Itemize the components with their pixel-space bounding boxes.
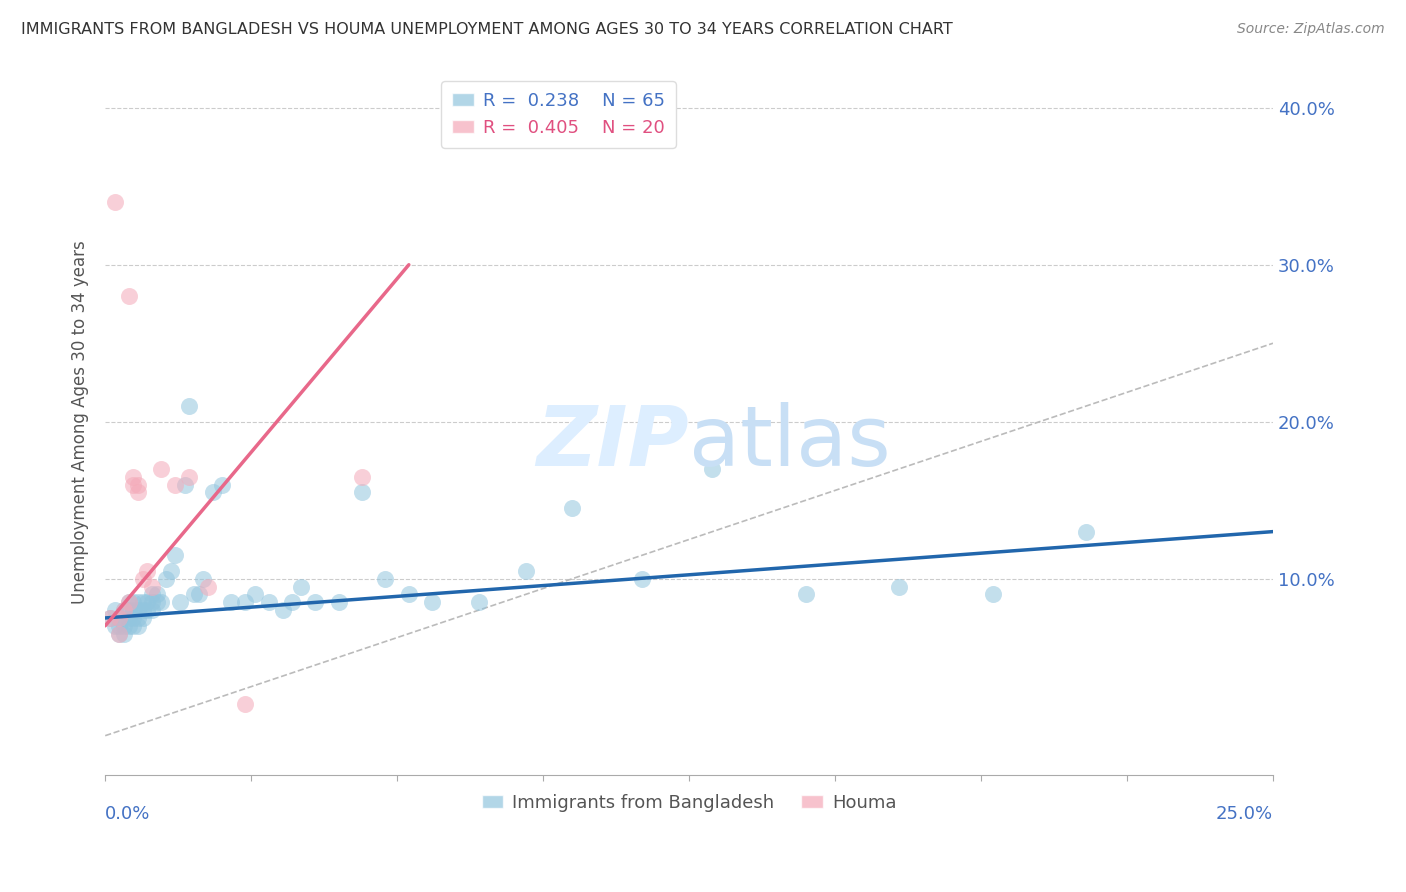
Point <box>211 477 233 491</box>
Point <box>173 477 195 491</box>
Point <box>145 587 167 601</box>
Point <box>702 462 724 476</box>
Point <box>112 626 135 640</box>
Point <box>352 469 374 483</box>
Point <box>561 501 583 516</box>
Point <box>127 485 149 500</box>
Point <box>141 603 163 617</box>
Point <box>183 587 205 601</box>
Y-axis label: Unemployment Among Ages 30 to 34 years: Unemployment Among Ages 30 to 34 years <box>72 240 89 604</box>
Point <box>374 572 396 586</box>
Point <box>290 580 312 594</box>
Point <box>398 587 420 601</box>
Point <box>112 603 135 617</box>
Point <box>122 603 145 617</box>
Point <box>155 572 177 586</box>
Point <box>136 603 159 617</box>
Point <box>117 595 139 609</box>
Point <box>122 619 145 633</box>
Point <box>117 595 139 609</box>
Point <box>515 564 537 578</box>
Point <box>420 595 443 609</box>
Point <box>201 485 224 500</box>
Point <box>1076 524 1098 539</box>
Point <box>136 595 159 609</box>
Point <box>108 626 131 640</box>
Point <box>141 595 163 609</box>
Point <box>304 595 326 609</box>
Point <box>141 580 163 594</box>
Point <box>352 485 374 500</box>
Point <box>136 564 159 578</box>
Point <box>122 477 145 491</box>
Point <box>179 399 201 413</box>
Text: IMMIGRANTS FROM BANGLADESH VS HOUMA UNEMPLOYMENT AMONG AGES 30 TO 34 YEARS CORRE: IMMIGRANTS FROM BANGLADESH VS HOUMA UNEM… <box>21 22 953 37</box>
Point <box>108 611 131 625</box>
Text: Source: ZipAtlas.com: Source: ZipAtlas.com <box>1237 22 1385 37</box>
Point <box>127 595 149 609</box>
Point <box>169 595 191 609</box>
Point <box>112 603 135 617</box>
Point <box>131 611 153 625</box>
Point <box>165 477 187 491</box>
Point <box>328 595 350 609</box>
Point <box>98 611 121 625</box>
Point <box>281 595 304 609</box>
Point <box>631 572 654 586</box>
Point <box>103 194 125 209</box>
Point <box>794 587 817 601</box>
Point <box>131 572 153 586</box>
Text: 0.0%: 0.0% <box>105 805 150 823</box>
Point <box>127 611 149 625</box>
Point <box>108 626 131 640</box>
Point <box>150 595 173 609</box>
Point <box>103 619 125 633</box>
Point <box>257 595 280 609</box>
Point <box>243 587 266 601</box>
Point <box>127 603 149 617</box>
Point <box>468 595 491 609</box>
Point <box>117 603 139 617</box>
Point <box>131 595 153 609</box>
Text: 25.0%: 25.0% <box>1216 805 1272 823</box>
Text: atlas: atlas <box>689 402 891 483</box>
Point <box>271 603 294 617</box>
Point <box>193 572 215 586</box>
Point <box>103 603 125 617</box>
Point <box>122 595 145 609</box>
Point <box>117 611 139 625</box>
Point <box>117 619 139 633</box>
Point <box>145 595 167 609</box>
Point <box>187 587 209 601</box>
Legend: Immigrants from Bangladesh, Houma: Immigrants from Bangladesh, Houma <box>474 787 904 819</box>
Point <box>127 477 149 491</box>
Point <box>131 603 153 617</box>
Point <box>108 619 131 633</box>
Point <box>221 595 243 609</box>
Point <box>122 611 145 625</box>
Text: ZIP: ZIP <box>537 402 689 483</box>
Point <box>150 462 173 476</box>
Point <box>108 611 131 625</box>
Point <box>159 564 181 578</box>
Point <box>197 580 219 594</box>
Point <box>98 611 121 625</box>
Point <box>127 619 149 633</box>
Point <box>122 469 145 483</box>
Point <box>165 548 187 562</box>
Point <box>889 580 911 594</box>
Point <box>235 698 257 712</box>
Point <box>112 619 135 633</box>
Point <box>981 587 1004 601</box>
Point <box>141 587 163 601</box>
Point <box>117 289 139 303</box>
Point <box>179 469 201 483</box>
Point <box>235 595 257 609</box>
